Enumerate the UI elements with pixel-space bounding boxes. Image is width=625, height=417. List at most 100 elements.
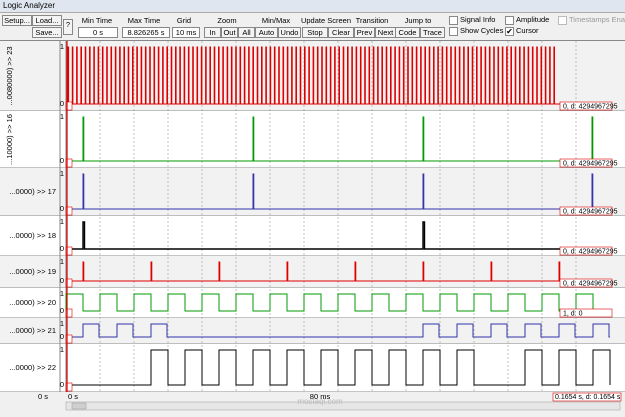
waveform — [66, 46, 610, 105]
title-bar: Logic Analyzer — [0, 0, 625, 13]
cursor-marker — [65, 158, 73, 168]
label: Update Screen — [300, 16, 352, 25]
waveform — [66, 116, 610, 162]
status-box — [559, 308, 613, 318]
signal-label: ...10000) >> 16 — [5, 114, 14, 165]
checkbox-label: Signal Info — [460, 15, 496, 24]
scale-low: 0 — [60, 99, 64, 108]
watermark: mostaql.com — [297, 397, 343, 406]
signal-row — [0, 256, 625, 288]
status-label: 0, d: 4294967295 — [563, 160, 618, 167]
max-time: 8.826265 s — [122, 27, 170, 38]
toolbar-button[interactable]: Code — [395, 27, 420, 38]
signal-row — [0, 41, 625, 111]
status-label: 0, d: 4294967295 — [563, 208, 618, 215]
waveform — [66, 323, 610, 338]
waveform — [66, 173, 610, 210]
scale-low: 0 — [60, 306, 64, 315]
checkbox[interactable] — [449, 27, 458, 36]
cursor-box — [552, 392, 622, 402]
status-label: 1, d: 0 — [563, 310, 583, 317]
signal-label: ...0000) >> 20 — [9, 298, 56, 307]
scrollbar — [65, 401, 621, 411]
grid-value: 10 ms — [172, 27, 200, 38]
min-time: 0 s — [78, 27, 118, 38]
cursor-marker — [65, 206, 73, 216]
toolbar-button[interactable]: Stop — [302, 27, 328, 38]
label: Transition — [355, 16, 389, 25]
signal-label: ...0080000) >> 23 — [5, 46, 14, 105]
scale-low: 0 — [60, 380, 64, 389]
signal-row — [0, 216, 625, 256]
cursor-marker — [65, 278, 73, 288]
time-label: 0 s — [38, 392, 48, 401]
status-box — [559, 278, 613, 288]
toolbar-button[interactable]: Next — [375, 27, 396, 38]
scale-high: 1 — [60, 169, 64, 178]
label: Min Time — [81, 16, 113, 25]
checkbox[interactable]: ✔ — [505, 27, 514, 36]
scroll-thumb — [71, 402, 87, 410]
checkbox[interactable] — [505, 16, 514, 25]
scale-high: 1 — [60, 257, 64, 266]
setup-button[interactable]: Setup... — [2, 15, 32, 26]
signal-row — [0, 288, 625, 318]
signal-row — [0, 318, 625, 344]
waveform — [66, 261, 610, 282]
window-title: Logic Analyzer — [3, 1, 56, 10]
cursor-marker — [65, 246, 73, 256]
toolbar-button[interactable]: In — [204, 27, 221, 38]
signal-row — [0, 168, 625, 216]
scale-low: 0 — [60, 244, 64, 253]
time-label: 80 ms — [310, 392, 331, 401]
waveform — [65, 293, 610, 312]
waveform — [66, 349, 611, 386]
load-button[interactable]: Load... — [32, 15, 62, 26]
signal-label: ...0000) >> 18 — [9, 231, 56, 240]
scale-high: 1 — [60, 112, 64, 121]
toolbar-button[interactable]: Trace — [420, 27, 445, 38]
checkbox-label: Amplitude — [516, 15, 550, 24]
toolbar-button[interactable]: Prev — [354, 27, 375, 38]
status-label: 0, d: 4294967295 — [563, 280, 618, 287]
signal-label: ...0000) >> 22 — [9, 363, 56, 372]
save-button[interactable]: Save... — [32, 27, 62, 38]
cursor-marker — [65, 101, 73, 111]
time-axis — [0, 392, 625, 401]
help-button[interactable]: ? — [63, 19, 73, 35]
signal-label: ...0000) >> 17 — [9, 187, 56, 196]
waveform-view: ...0080000) >> 23 1 0 0, d: 4294967295 ...10… — [0, 41, 625, 411]
time-label: 0 s — [68, 392, 78, 401]
status-box — [559, 206, 613, 216]
signal-label: ...0000) >> 19 — [9, 267, 56, 276]
checkbox[interactable] — [449, 16, 458, 25]
label: Jump to — [404, 16, 432, 25]
scale-low: 0 — [60, 204, 64, 213]
cursor-marker — [65, 382, 73, 392]
status-box — [559, 101, 613, 111]
status-box — [559, 246, 613, 256]
toolbar: Setup... Load... Save... ? Min Time 0 s … — [0, 13, 625, 41]
toolbar-button[interactable]: All — [238, 27, 255, 38]
scale-high: 1 — [60, 42, 64, 51]
scale-high: 1 — [60, 345, 64, 354]
label: Max Time — [127, 16, 161, 25]
scale-high: 1 — [60, 319, 64, 328]
status-box — [559, 158, 613, 168]
status-label: 0, d: 4294967295 — [563, 103, 618, 110]
cursor-marker — [65, 308, 73, 318]
signal-label: ...0000) >> 21 — [9, 326, 56, 335]
scale-high: 1 — [60, 217, 64, 226]
checkbox[interactable] — [558, 16, 567, 25]
waveform — [66, 221, 610, 250]
scale-low: 0 — [60, 276, 64, 285]
signal-row — [0, 111, 625, 168]
toolbar-button[interactable]: Auto — [255, 27, 278, 38]
scale-high: 1 — [60, 289, 64, 298]
label: Min/Max — [261, 16, 291, 25]
toolbar-button[interactable]: Undo — [278, 27, 301, 38]
toolbar-button[interactable]: Clear — [328, 27, 354, 38]
scale-low: 0 — [60, 332, 64, 341]
toolbar-button[interactable]: Out — [221, 27, 238, 38]
cursor-marker — [65, 334, 73, 344]
